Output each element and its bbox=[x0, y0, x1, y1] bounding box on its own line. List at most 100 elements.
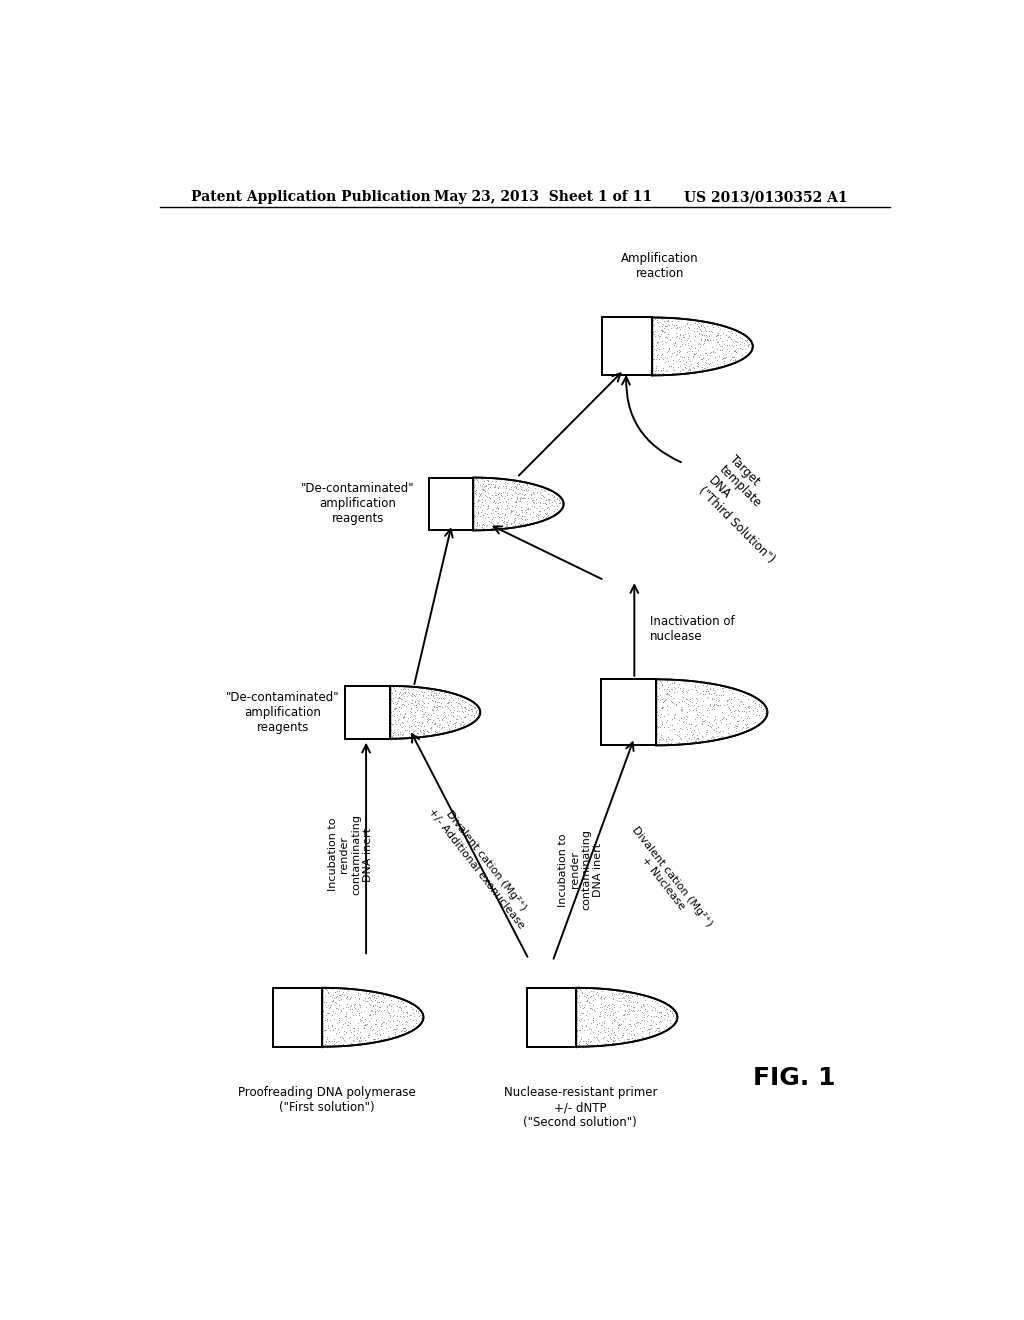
Point bbox=[394, 725, 411, 746]
Point bbox=[685, 346, 701, 367]
Point bbox=[698, 350, 715, 371]
Point bbox=[482, 511, 499, 532]
Point bbox=[449, 709, 465, 730]
Text: Inactivation of
nuclease: Inactivation of nuclease bbox=[650, 615, 735, 643]
Point bbox=[596, 1020, 612, 1041]
Point bbox=[397, 702, 414, 723]
Point bbox=[457, 697, 473, 718]
Point bbox=[389, 1014, 406, 1035]
Point bbox=[665, 729, 681, 750]
Point bbox=[691, 333, 708, 354]
Point bbox=[536, 487, 552, 508]
Point bbox=[318, 1031, 335, 1052]
Point bbox=[617, 986, 634, 1007]
Point bbox=[659, 327, 676, 348]
Point bbox=[584, 1031, 600, 1052]
Point bbox=[655, 678, 672, 700]
Point bbox=[573, 1008, 590, 1030]
Point bbox=[614, 1005, 631, 1026]
Point bbox=[419, 696, 435, 717]
Point bbox=[699, 686, 716, 708]
Point bbox=[420, 722, 436, 743]
Point bbox=[342, 1016, 358, 1038]
Point bbox=[387, 723, 403, 744]
Point bbox=[592, 1002, 608, 1023]
Point bbox=[474, 500, 490, 521]
Point bbox=[651, 339, 668, 360]
Point bbox=[342, 1006, 358, 1027]
Point bbox=[328, 1002, 344, 1023]
Point bbox=[651, 671, 668, 692]
Point bbox=[714, 339, 730, 360]
Point bbox=[457, 697, 473, 718]
Point bbox=[588, 983, 604, 1005]
Point bbox=[654, 348, 671, 370]
Point bbox=[610, 1027, 627, 1048]
Point bbox=[382, 719, 398, 741]
Point bbox=[415, 706, 431, 727]
Point bbox=[498, 492, 514, 513]
Point bbox=[618, 1019, 635, 1040]
Point bbox=[603, 1028, 620, 1049]
Point bbox=[586, 1026, 602, 1047]
Point bbox=[681, 338, 697, 359]
Point bbox=[454, 701, 470, 722]
Point bbox=[687, 714, 703, 735]
Point bbox=[703, 715, 720, 737]
Point bbox=[694, 323, 711, 345]
Point bbox=[667, 333, 683, 354]
Point bbox=[389, 1001, 406, 1022]
Point bbox=[487, 484, 504, 506]
Point bbox=[651, 1019, 668, 1040]
Point bbox=[484, 506, 501, 527]
Point bbox=[639, 1006, 655, 1027]
Point bbox=[479, 498, 496, 519]
Point bbox=[610, 990, 627, 1011]
Point bbox=[671, 673, 687, 694]
Point bbox=[352, 1030, 369, 1051]
Point bbox=[639, 1011, 655, 1032]
Point bbox=[540, 483, 556, 504]
Point bbox=[644, 350, 660, 371]
Point bbox=[605, 1030, 622, 1051]
Point bbox=[665, 693, 681, 714]
Point bbox=[705, 726, 721, 747]
Point bbox=[342, 987, 358, 1008]
Point bbox=[480, 473, 497, 494]
Point bbox=[509, 488, 525, 510]
Point bbox=[716, 694, 732, 715]
Point bbox=[737, 718, 754, 739]
Point bbox=[378, 1018, 394, 1039]
Point bbox=[716, 694, 732, 715]
Point bbox=[601, 994, 617, 1015]
Point bbox=[650, 364, 667, 385]
Point bbox=[679, 312, 695, 333]
Point bbox=[692, 360, 709, 381]
Point bbox=[629, 991, 645, 1012]
Point bbox=[357, 1015, 374, 1036]
Point bbox=[356, 1001, 373, 1022]
Point bbox=[316, 1019, 333, 1040]
Point bbox=[754, 694, 770, 715]
Point bbox=[421, 708, 437, 729]
Point bbox=[507, 480, 523, 502]
Point bbox=[651, 1011, 668, 1032]
Point bbox=[393, 1014, 410, 1035]
Point bbox=[510, 482, 526, 503]
Point bbox=[650, 359, 667, 380]
Point bbox=[440, 705, 457, 726]
Point bbox=[642, 1018, 658, 1039]
Point bbox=[694, 323, 711, 345]
Point bbox=[636, 1006, 652, 1027]
Point bbox=[372, 1023, 388, 1044]
Point bbox=[400, 678, 417, 700]
Point bbox=[494, 503, 510, 524]
Point bbox=[412, 690, 428, 711]
Point bbox=[470, 471, 486, 492]
Point bbox=[342, 1011, 358, 1032]
Point bbox=[649, 685, 666, 706]
Point bbox=[705, 341, 721, 362]
Point bbox=[474, 478, 490, 499]
Point bbox=[382, 678, 398, 700]
Point bbox=[390, 700, 407, 721]
